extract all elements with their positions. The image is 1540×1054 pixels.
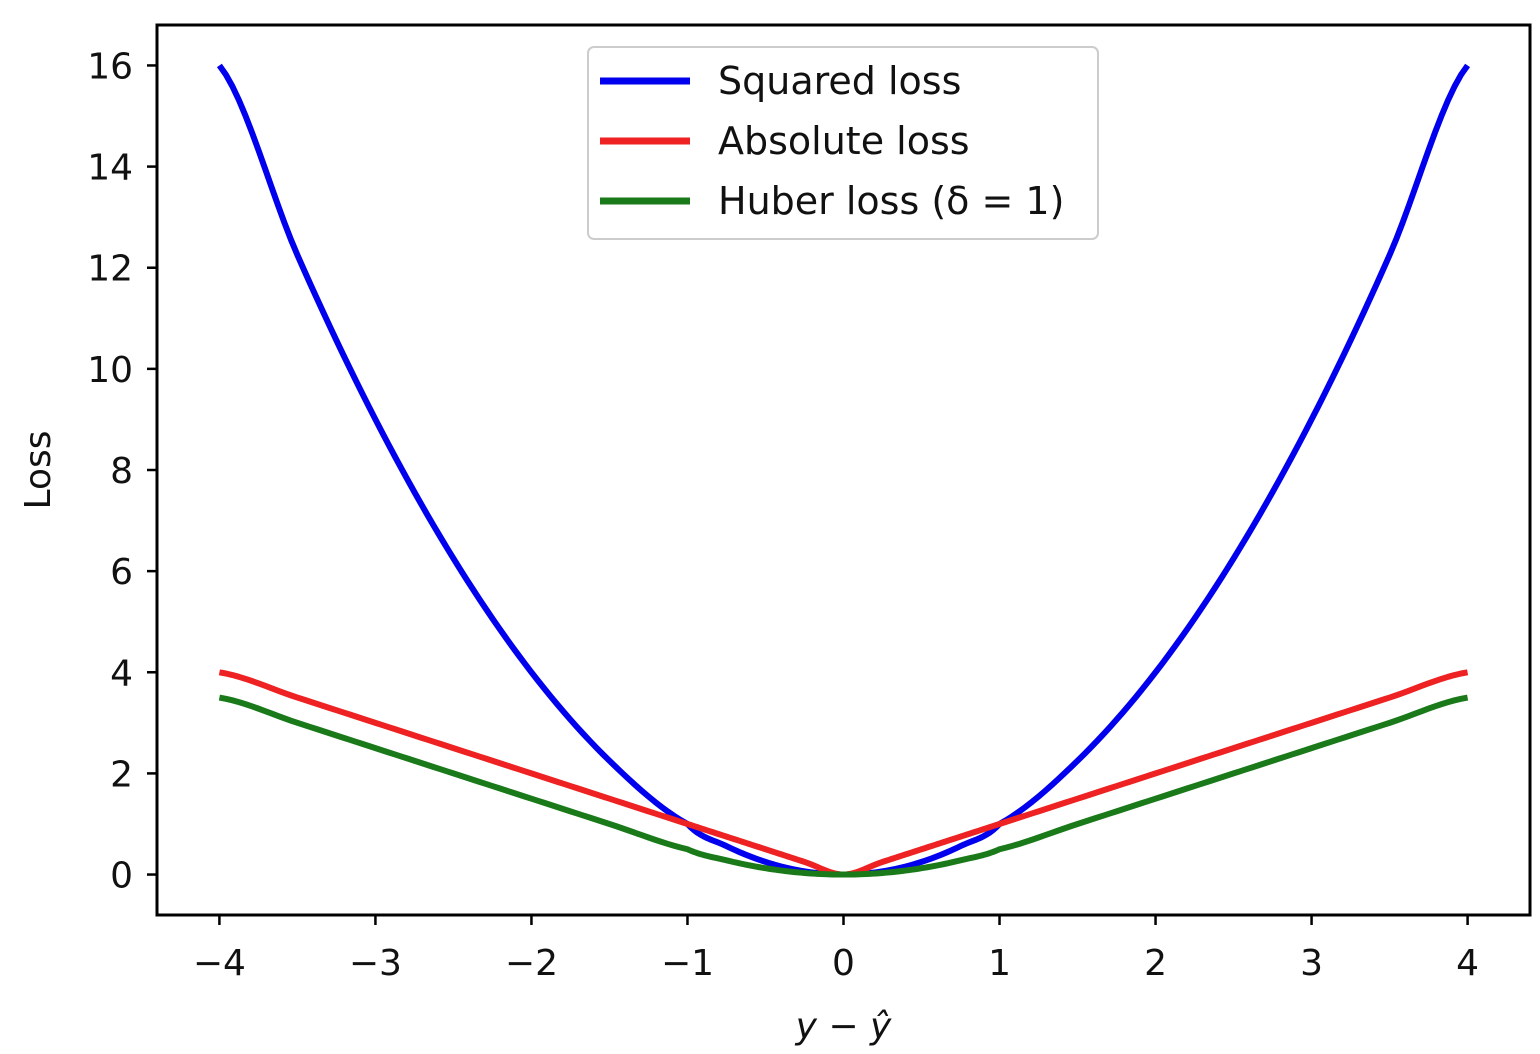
- series-layer: [216, 63, 1471, 878]
- y-tick-label: 2: [110, 754, 133, 795]
- legend-label: Huber loss (δ = 1): [718, 179, 1064, 223]
- x-tick-label: −2: [505, 943, 558, 984]
- x-tick-label: −3: [349, 943, 402, 984]
- y-tick-label: 12: [87, 249, 133, 290]
- y-tick-label: 0: [110, 856, 133, 897]
- y-tick-label: 4: [110, 653, 133, 694]
- legend-label: Squared loss: [718, 59, 961, 103]
- x-tick-label: −4: [193, 943, 246, 984]
- legend-label: Absolute loss: [718, 119, 970, 163]
- x-tick-label: 1: [988, 943, 1011, 984]
- x-tick-label: 3: [1300, 943, 1323, 984]
- y-tick-label: 14: [87, 148, 133, 189]
- x-tick-label: 0: [832, 943, 855, 984]
- legend-box: [587, 46, 1099, 240]
- series-line-3: [218, 694, 1469, 878]
- x-axis-label: y − ŷ: [795, 1006, 892, 1047]
- x-tick-label: −1: [661, 943, 714, 984]
- y-tick-label: 6: [110, 552, 133, 593]
- y-axis: 0 2 4 6 8 10 12 14 16: [87, 46, 157, 897]
- x-tick-label: 4: [1456, 943, 1479, 984]
- x-tick-label: 2: [1144, 943, 1167, 984]
- y-tick-label: 8: [110, 451, 133, 492]
- y-axis-label: Loss: [18, 431, 59, 510]
- x-axis: −4 −3 −2 −1 0 1 2 3 4: [193, 915, 1479, 984]
- y-tick-label: 10: [87, 350, 133, 391]
- y-tick-label: 16: [87, 46, 133, 87]
- legend: Squared loss Absolute loss Huber loss (δ =…: [587, 46, 1099, 240]
